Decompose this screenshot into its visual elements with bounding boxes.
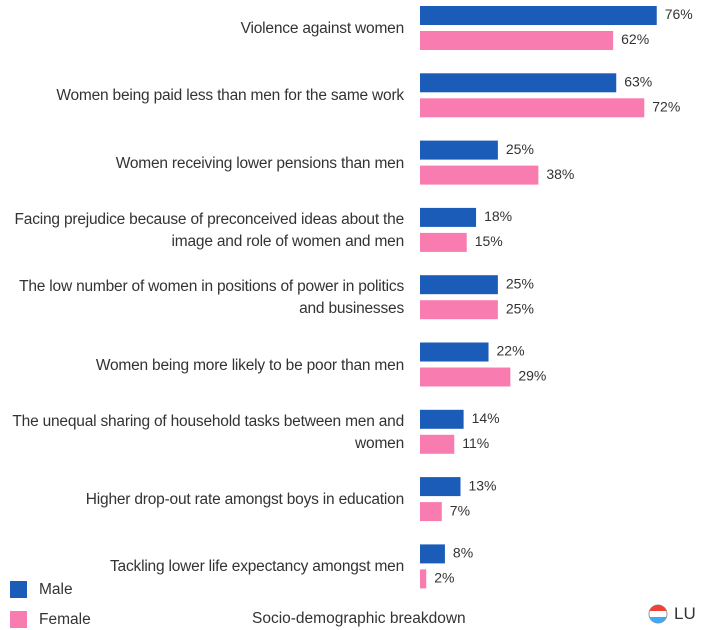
value-label: 25% — [506, 300, 534, 316]
bar — [420, 300, 498, 320]
value-label: 7% — [450, 502, 470, 518]
bar — [420, 409, 464, 429]
category-label: Tackling lower life expectancy amongst m… — [110, 558, 404, 576]
legend-label: Male — [39, 581, 73, 598]
legend-swatch — [10, 581, 27, 598]
value-label: 25% — [506, 275, 534, 291]
category-label: The low number of women in positions of … — [19, 278, 404, 318]
value-label: 2% — [434, 570, 454, 586]
bar — [420, 434, 455, 454]
value-label: 38% — [546, 166, 574, 182]
value-label: 72% — [652, 99, 680, 115]
value-label: 25% — [506, 141, 534, 157]
value-label: 76% — [665, 6, 693, 22]
value-label: 62% — [621, 31, 649, 47]
value-label: 13% — [468, 477, 496, 493]
category-label: Higher drop-out rate amongst boys in edu… — [85, 491, 404, 509]
bar — [420, 477, 461, 497]
bar — [420, 367, 511, 387]
value-label: 15% — [475, 233, 503, 249]
category-label: Women receiving lower pensions than men — [115, 154, 404, 172]
category-label: Women being more likely to be poor than … — [95, 356, 404, 374]
flag-stripe — [649, 604, 667, 611]
bar — [420, 207, 477, 227]
value-label: 29% — [518, 368, 546, 384]
bar — [420, 73, 617, 93]
bar — [420, 140, 498, 160]
category-label: Facing prejudice because of preconceived… — [14, 210, 405, 250]
bar — [420, 98, 645, 118]
bar — [420, 342, 489, 362]
bar — [420, 6, 657, 25]
category-label: The unequal sharing of household tasks b… — [12, 412, 404, 452]
bar — [420, 31, 614, 50]
footer: Socio-demographic breakdown — [252, 610, 466, 627]
value-label: 11% — [462, 435, 489, 451]
category-label: Violence against women — [240, 20, 405, 37]
bar — [420, 165, 539, 185]
value-label: 18% — [484, 208, 512, 224]
bar — [420, 502, 442, 522]
flag-stripe — [649, 617, 667, 624]
value-label: 8% — [453, 545, 473, 561]
country: LU — [674, 604, 696, 623]
category-label: Women being paid less than men for the s… — [56, 87, 404, 105]
value-label: 63% — [624, 74, 652, 90]
value-label: 22% — [497, 343, 525, 359]
legend-swatch — [10, 611, 27, 628]
legend-label: Female — [39, 611, 91, 628]
bar — [420, 544, 445, 564]
value-label: 14% — [472, 410, 500, 426]
bar — [420, 569, 427, 589]
bar — [420, 275, 498, 295]
bar — [420, 232, 467, 252]
